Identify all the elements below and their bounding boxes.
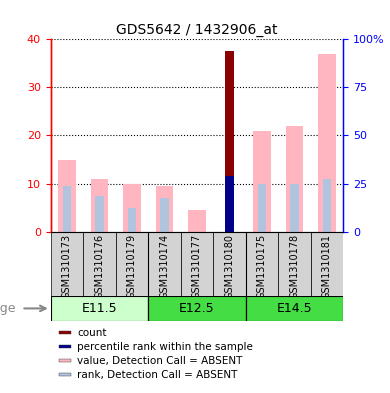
Bar	[213, 232, 246, 296]
Text: GSM1310177: GSM1310177	[192, 233, 202, 299]
Bar	[90, 179, 108, 232]
Bar	[96, 196, 103, 232]
Bar	[291, 184, 298, 232]
Bar	[59, 331, 71, 334]
Text: GSM1310178: GSM1310178	[289, 233, 300, 299]
Bar	[258, 184, 266, 232]
Bar	[59, 373, 71, 376]
Text: value, Detection Call = ABSENT: value, Detection Call = ABSENT	[77, 356, 243, 366]
Bar	[63, 186, 71, 232]
Text: rank, Detection Call = ABSENT: rank, Detection Call = ABSENT	[77, 370, 238, 380]
Bar	[128, 208, 136, 232]
Bar	[160, 198, 168, 232]
Text: GSM1310174: GSM1310174	[160, 233, 169, 299]
Text: GSM1310179: GSM1310179	[127, 233, 137, 299]
Text: count: count	[77, 327, 107, 338]
Bar	[253, 131, 271, 232]
Text: E12.5: E12.5	[179, 302, 215, 315]
Bar	[318, 54, 336, 232]
Text: GSM1310180: GSM1310180	[225, 233, 234, 299]
Bar	[148, 232, 181, 296]
Bar	[59, 359, 71, 362]
Title: GDS5642 / 1432906_at: GDS5642 / 1432906_at	[116, 23, 278, 37]
Bar	[51, 296, 148, 321]
Bar	[285, 126, 303, 232]
Text: GSM1310181: GSM1310181	[322, 233, 332, 299]
Bar	[116, 232, 148, 296]
Bar	[83, 232, 116, 296]
Text: GSM1310173: GSM1310173	[62, 233, 72, 299]
Bar	[311, 232, 343, 296]
Text: E14.5: E14.5	[277, 302, 312, 315]
Bar	[59, 345, 71, 348]
Bar	[225, 176, 234, 232]
Bar	[181, 232, 213, 296]
Bar	[246, 296, 343, 321]
Text: GSM1310176: GSM1310176	[94, 233, 105, 299]
Bar	[123, 184, 141, 232]
Bar	[225, 51, 234, 232]
Bar	[278, 232, 311, 296]
Bar	[156, 186, 174, 232]
Text: E11.5: E11.5	[82, 302, 117, 315]
Text: percentile rank within the sample: percentile rank within the sample	[77, 342, 253, 352]
Text: age: age	[0, 302, 16, 315]
Text: GSM1310175: GSM1310175	[257, 233, 267, 299]
Bar	[148, 296, 246, 321]
Bar	[58, 160, 76, 232]
Bar	[51, 232, 83, 296]
Bar	[188, 210, 206, 232]
Bar	[323, 179, 331, 232]
Bar	[246, 232, 278, 296]
